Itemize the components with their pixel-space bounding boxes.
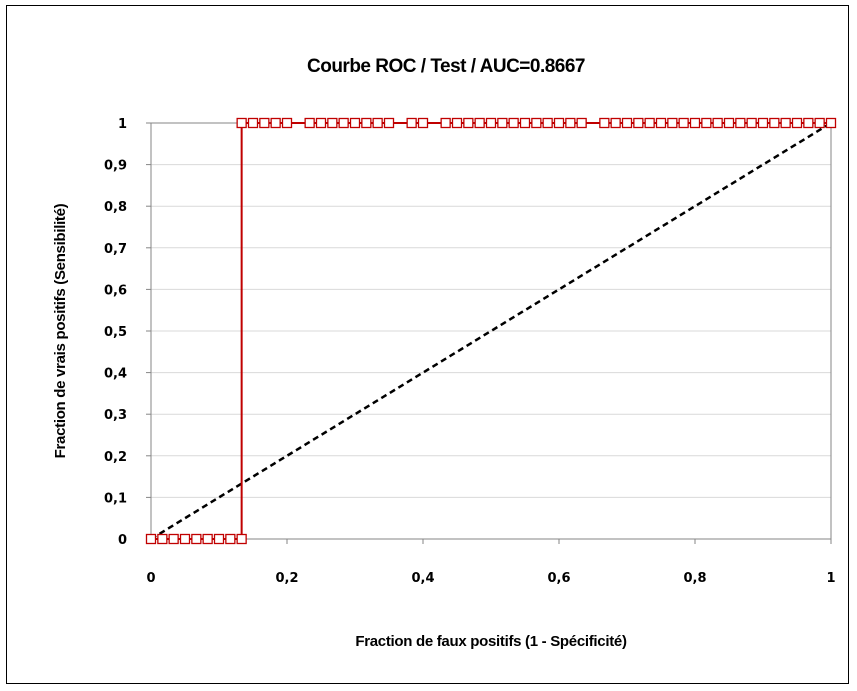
roc-point [236, 117, 247, 129]
roc-point [145, 533, 157, 545]
roc-point [247, 117, 259, 129]
roc-point [678, 117, 689, 129]
roc-point [338, 117, 349, 129]
roc-point [531, 117, 542, 129]
roc-point [633, 117, 644, 129]
y-tick-label: 0 [118, 533, 127, 548]
y-tick-label: 0,4 [104, 367, 127, 382]
roc-point [463, 117, 474, 129]
roc-point [361, 117, 372, 129]
roc-point [315, 117, 327, 129]
roc-point [712, 117, 723, 129]
x-axis-ticks: 0 0,2 0,4 0,6 0,8 1 [146, 539, 836, 586]
roc-point [485, 117, 497, 129]
y-tick-label: 0,3 [104, 408, 127, 423]
chart-title: Courbe ROC / Test / AUC=0.8667 [307, 56, 585, 77]
roc-point [383, 117, 395, 129]
roc-point [723, 117, 735, 129]
x-axis-label: Fraction de faux positifs (1 - Spécifici… [355, 633, 627, 650]
roc-point [451, 117, 463, 129]
x-tick-label: 1 [826, 571, 835, 586]
roc-point [780, 117, 791, 129]
y-tick-label: 0,6 [104, 283, 127, 298]
x-tick-label: 0,2 [275, 571, 298, 586]
roc-point [191, 533, 202, 545]
y-tick-label: 1 [118, 117, 127, 132]
y-tick-label: 0,7 [104, 242, 127, 257]
roc-point [236, 533, 247, 545]
roc-point [157, 533, 168, 545]
roc-point [689, 117, 701, 129]
roc-point [508, 117, 519, 129]
roc-point [667, 117, 678, 129]
roc-point [825, 117, 837, 129]
roc-curve-line [151, 122, 831, 540]
roc-point [769, 117, 780, 129]
chart-frame: Courbe ROC / Test / AUC=0.8667 0 0,1 0,2 0,… [6, 5, 849, 684]
roc-point [655, 117, 667, 129]
roc-point [576, 117, 587, 129]
roc-point [644, 117, 655, 129]
roc-point [168, 533, 179, 545]
y-tick-label: 0,5 [104, 325, 127, 340]
roc-point [621, 117, 633, 129]
x-tick-label: 0,6 [547, 571, 570, 586]
roc-point [497, 117, 508, 129]
y-tick-label: 0,8 [104, 200, 127, 215]
roc-point [270, 117, 281, 129]
series-layer [145, 117, 837, 545]
roc-point [610, 117, 621, 129]
y-tick-label: 0,9 [104, 159, 127, 174]
roc-point [406, 117, 417, 129]
roc-point [259, 117, 270, 129]
roc-point [225, 533, 236, 545]
roc-point [474, 117, 485, 129]
roc-point [349, 117, 361, 129]
roc-point [803, 117, 814, 129]
x-tick-label: 0,8 [683, 571, 706, 586]
roc-point [327, 117, 338, 129]
diagonal-reference-line [150, 121, 832, 541]
roc-point [304, 117, 315, 129]
roc-chart: Courbe ROC / Test / AUC=0.8667 0 0,1 0,2 0,… [52, 56, 837, 650]
y-tick-label: 0,1 [104, 491, 127, 506]
roc-point [519, 117, 531, 129]
roc-point [542, 117, 553, 129]
x-tick-label: 0,4 [411, 571, 434, 586]
roc-point [179, 533, 191, 545]
roc-point [814, 117, 825, 129]
roc-point [746, 117, 757, 129]
roc-point [553, 117, 565, 129]
roc-point [565, 117, 576, 129]
y-tick-label: 0,2 [104, 450, 127, 465]
roc-point [599, 117, 610, 129]
roc-point [735, 117, 746, 129]
roc-point [213, 533, 225, 545]
roc-point [791, 117, 803, 129]
roc-point [757, 117, 769, 129]
roc-point [372, 117, 383, 129]
roc-point [417, 117, 429, 129]
y-axis-label: Fraction de vrais positifs (Sensibilité) [52, 203, 69, 458]
plot-grid [151, 164, 831, 498]
roc-point [440, 117, 451, 129]
roc-point [202, 533, 213, 545]
y-axis-ticks: 0 0,1 0,2 0,3 0,4 0,5 0,6 0,7 0,8 0,9 1 [104, 117, 151, 548]
x-tick-label: 0 [146, 571, 155, 586]
roc-point [281, 117, 293, 129]
roc-point [701, 117, 712, 129]
